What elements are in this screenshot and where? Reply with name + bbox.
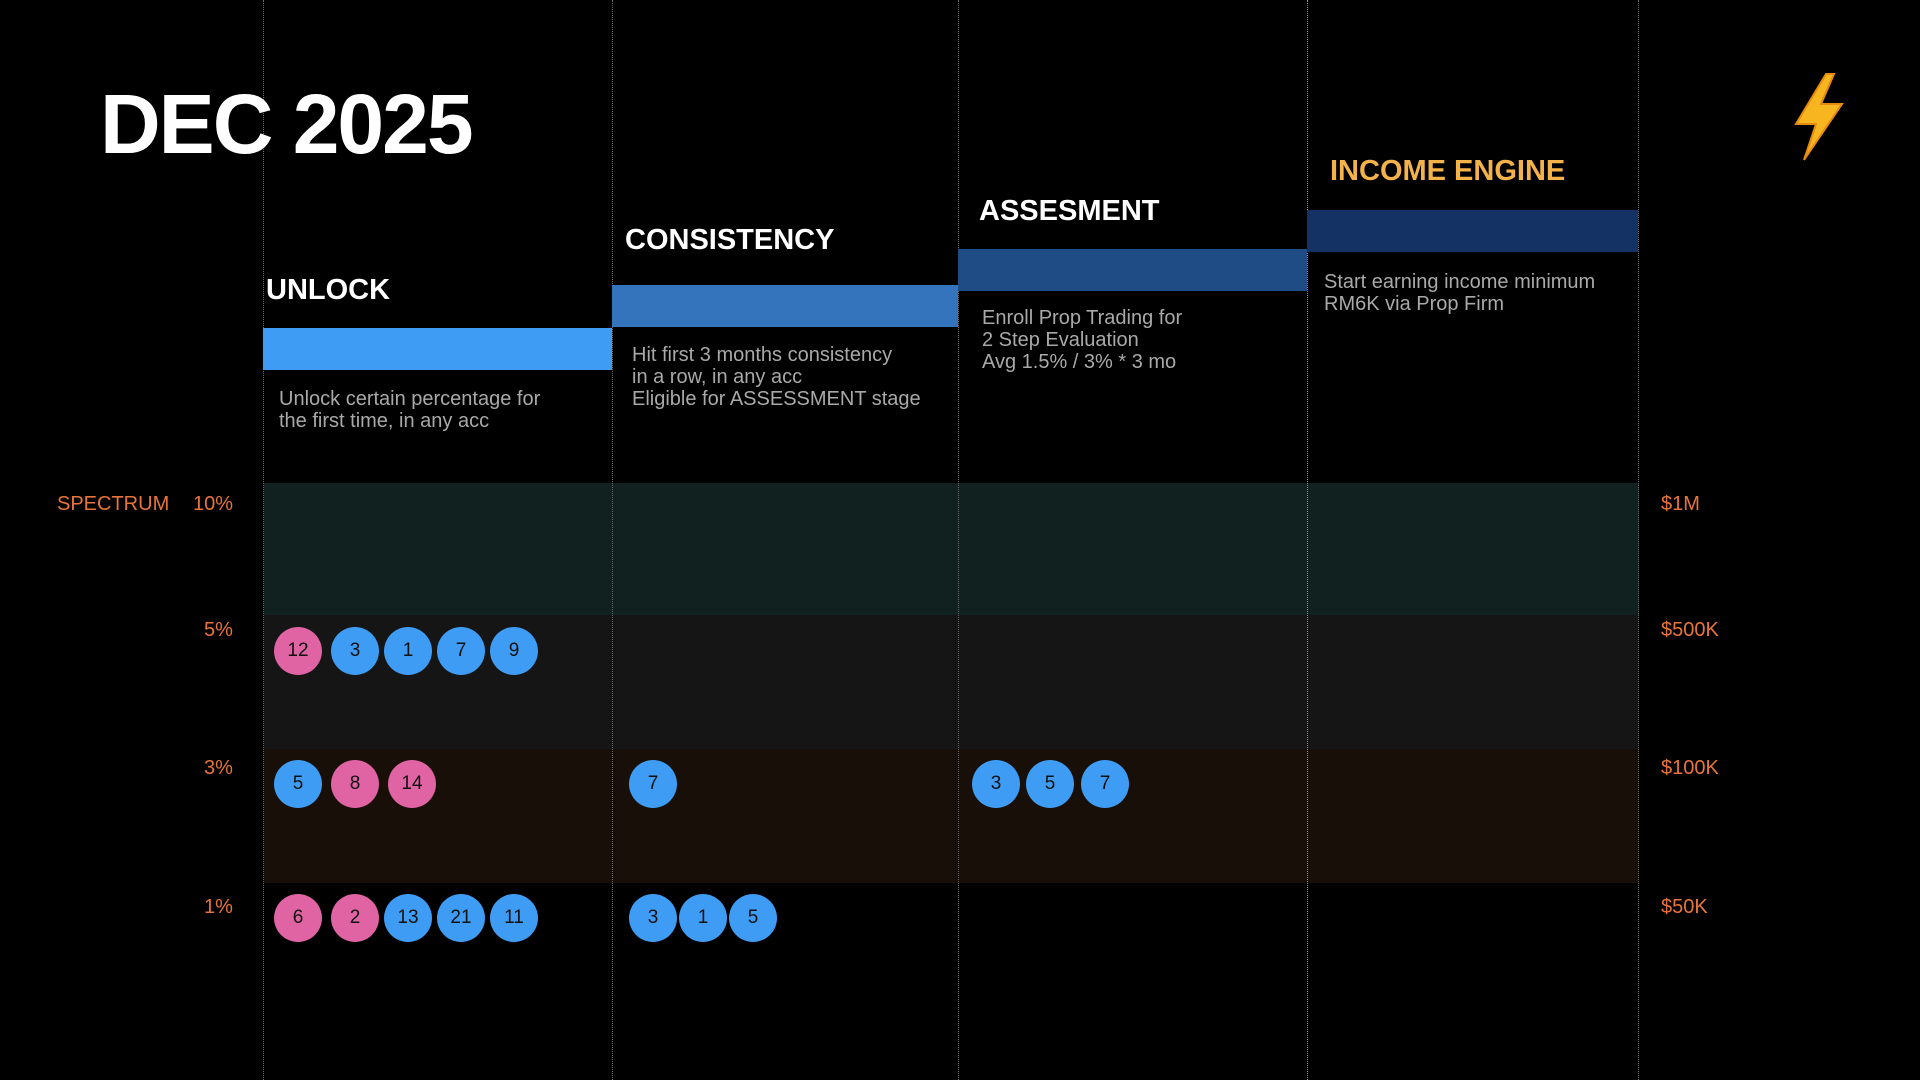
stage-description-unlock: Unlock certain percentage for the first … [279,388,541,432]
level-label-10-percent: 10% [193,493,234,515]
column-divider [1307,0,1308,1080]
amount-label-500k: $500K [1661,619,1719,641]
stage-bar-assessment [958,249,1307,291]
amount-label-1m: $1M [1661,493,1700,515]
marker-blue: 5 [274,760,322,808]
level-label-1-percent: 1% [204,896,233,918]
column-divider [612,0,613,1080]
marker-pink: 6 [274,894,322,942]
marker-blue: 13 [384,894,432,942]
marker-blue: 1 [679,894,727,942]
stage-description-consistency: Hit first 3 months consistency in a row,… [632,344,921,410]
stage-bar-unlock [263,328,612,370]
column-divider [263,0,264,1080]
marker-blue: 5 [729,894,777,942]
stage-bar-income-engine [1307,210,1638,252]
level-label-3-percent: 3% [204,757,233,779]
amount-label-100k: $100K [1661,757,1719,779]
stage-description-income-engine: Start earning income minimum RM6K via Pr… [1324,271,1596,315]
marker-pink: 12 [274,627,322,675]
marker-group-consistency-3-percent: 7 [0,760,677,808]
marker-blue: 3 [629,894,677,942]
lightning-bolt-icon [1794,73,1844,161]
amount-label-50k: $50K [1661,896,1708,918]
stage-description-assessment: Enroll Prop Trading for 2 Step Evaluatio… [982,307,1183,373]
marker-blue: 9 [490,627,538,675]
stage-title-unlock: UNLOCK [266,274,391,306]
spectrum-label: SPECTRUM [57,493,170,515]
stage-title-consistency: CONSISTENCY [625,224,835,256]
marker-blue: 1 [384,627,432,675]
marker-group-unlock-1-percent: 6 2 13 21 11 [0,894,538,942]
marker-group-unlock-5-percent: 12 3 1 7 9 [0,627,538,675]
marker-blue: 7 [1081,760,1129,808]
marker-blue: 11 [490,894,538,942]
band-10-percent [264,483,1639,615]
page-title: DEC 2025 [100,77,474,171]
marker-blue: 21 [437,894,485,942]
marker-group-unlock-3-percent: 5 8 14 [0,760,436,808]
column-divider [958,0,959,1080]
marker-pink: 14 [388,760,436,808]
column-divider [1638,0,1639,1080]
marker-pink: 2 [331,894,379,942]
marker-blue: 3 [972,760,1020,808]
marker-blue: 7 [437,627,485,675]
stage-title-assessment: ASSESMENT [979,195,1160,227]
band-3-percent [264,749,1639,883]
marker-pink: 8 [331,760,379,808]
marker-blue: 5 [1026,760,1074,808]
level-label-5-percent: 5% [204,619,233,641]
stage-bar-consistency [612,285,958,327]
marker-blue: 7 [629,760,677,808]
marker-blue: 3 [331,627,379,675]
stage-title-income-engine: INCOME ENGINE [1330,155,1566,187]
